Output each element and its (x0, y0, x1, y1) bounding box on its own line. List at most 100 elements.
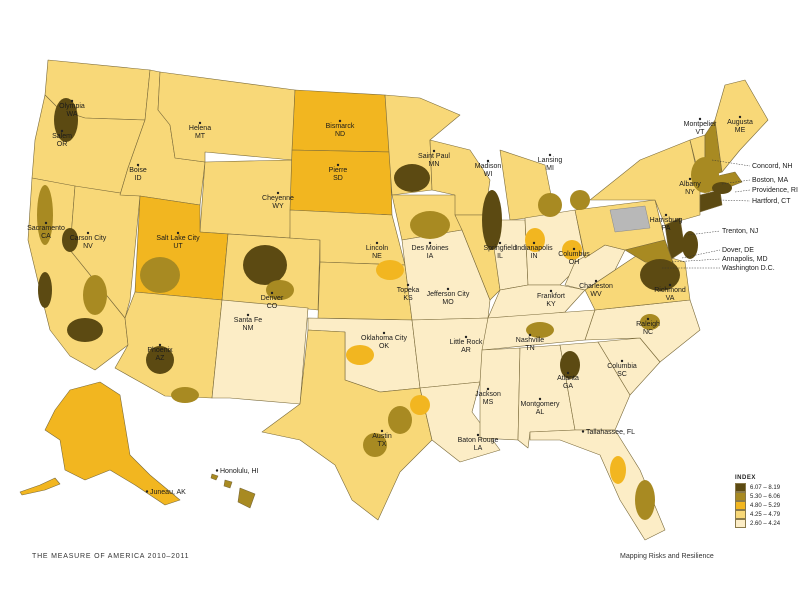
capital-city: Des Moines (412, 245, 449, 252)
capital-state: MT (195, 133, 206, 140)
capital-dot (549, 289, 553, 293)
capital-city: Indianapolis (515, 245, 553, 252)
capital-marker: Bismarck ND (326, 119, 355, 138)
capital-city: Little Rock (450, 339, 483, 346)
capital-state: IL (497, 253, 503, 260)
state-hi-1 (237, 487, 256, 509)
legend-label: 6.07 – 8.19 (750, 484, 781, 491)
leader-line (681, 249, 721, 259)
capital-dot (406, 283, 410, 287)
capital-city: Topeka (397, 287, 420, 294)
capital-dot (276, 191, 280, 195)
capital-dot (620, 359, 624, 363)
capital-city: Frankfort (537, 293, 565, 300)
capital-dot (60, 129, 64, 133)
capital-marker: Boise ID (129, 163, 147, 182)
capital-city: Richmond (654, 287, 686, 294)
capital-city: Pierre (329, 167, 348, 174)
capital-city: Columbus (558, 251, 590, 258)
capital-label: Denver CO (261, 295, 284, 310)
capital-dot (136, 163, 140, 167)
capital-dot (145, 490, 149, 493)
legend-title: INDEX (735, 475, 756, 481)
capital-dot (246, 313, 250, 317)
capital-marker: Springfield IL (483, 241, 517, 260)
capital-marker: Des Moines IA (412, 241, 449, 260)
capital-city: Saint Paul (418, 153, 450, 160)
capital-dot (380, 429, 384, 433)
capital-dot (375, 241, 379, 245)
capital-dot (664, 213, 668, 217)
capital-marker: Nashville TN (516, 333, 544, 352)
capital-marker: Raleigh NC (636, 317, 660, 336)
capital-label: Raleigh NC (636, 321, 660, 336)
capital-dot (44, 221, 48, 225)
capital-city: Austin (372, 433, 392, 440)
capital-label: Jackson MS (475, 391, 501, 406)
capital-state: TN (525, 345, 534, 352)
capital-state: PA (662, 225, 671, 232)
capital-city: Lansing (538, 157, 563, 164)
capital-state: MS (483, 399, 494, 406)
capital-dot (198, 121, 202, 125)
capital-marker: Montpelier VT (684, 117, 717, 136)
capital-marker: Saint Paul MN (418, 149, 450, 168)
capital-label: Santa Fe NM (234, 317, 263, 332)
capital-city: Montpelier (684, 121, 717, 128)
capital-state: AL (536, 409, 545, 416)
leader-line (721, 179, 751, 185)
capital-state: GA (563, 383, 573, 390)
capital-label: Augusta ME (727, 119, 753, 134)
capital-label: Madison WI (475, 163, 502, 178)
capital-label: Columbia SC (607, 363, 637, 378)
capital-label: Helena MT (189, 125, 211, 140)
capital-city: Salem (52, 133, 72, 140)
legend-item: 4.25 – 4.79 (735, 510, 795, 519)
state-mt (157, 71, 296, 163)
capital-state: OK (379, 343, 389, 350)
capital-dot (528, 333, 532, 337)
state-ak (44, 381, 181, 506)
capital-state: NC (643, 329, 653, 336)
capital-state: WV (590, 291, 602, 298)
capital-state: OR (57, 141, 68, 148)
capital-marker: Oklahoma City OK (361, 331, 407, 350)
capital-state: OH (569, 259, 580, 266)
capital-label: Phoenix AZ (147, 347, 173, 362)
capital-state: VA (666, 295, 675, 302)
capital-city: Montgomery (521, 401, 560, 408)
capital-label: Oklahoma City OK (361, 335, 407, 350)
state-ak-chain (19, 477, 61, 496)
capital-label: Saint Paul MN (418, 153, 450, 168)
capital-marker: Richmond VA (654, 283, 686, 302)
legend-item: 5.30 – 6.06 (735, 492, 795, 501)
capital-city: Raleigh (636, 321, 660, 328)
capital-label: Richmond VA (654, 287, 686, 302)
capital-marker: Jefferson City MO (427, 287, 470, 306)
capital-marker: Frankfort KY (537, 289, 565, 308)
index-patches (37, 98, 732, 520)
capital-state: MN (429, 161, 440, 168)
capital-label: Little Rock AR (450, 339, 483, 354)
inline-capital-label: Honolulu, HI (220, 468, 259, 475)
capital-label: Bismarck ND (326, 123, 355, 138)
capital-marker: Lincoln NE (366, 241, 388, 260)
capital-city: Columbia (607, 363, 637, 370)
capital-city: Jackson (475, 391, 501, 398)
capital-marker: Lansing MI (538, 153, 563, 172)
capital-marker: Atlanta GA (557, 371, 579, 390)
legend-swatch (735, 510, 746, 519)
legend-item: 2.60 – 4.24 (735, 519, 795, 528)
capital-city: Baton Rouge (458, 437, 499, 444)
capital-state: AZ (156, 355, 166, 362)
capital-dot (688, 177, 692, 181)
capital-state: WI (484, 171, 493, 178)
capital-marker: Denver CO (261, 291, 284, 310)
capital-label: Baton Rouge LA (458, 437, 499, 452)
east-capital-label: Hartford, CT (752, 198, 791, 205)
alaska-hawaii (19, 381, 256, 509)
capital-label: Indianapolis IN (515, 245, 553, 260)
capital-label: Lansing MI (538, 157, 563, 172)
